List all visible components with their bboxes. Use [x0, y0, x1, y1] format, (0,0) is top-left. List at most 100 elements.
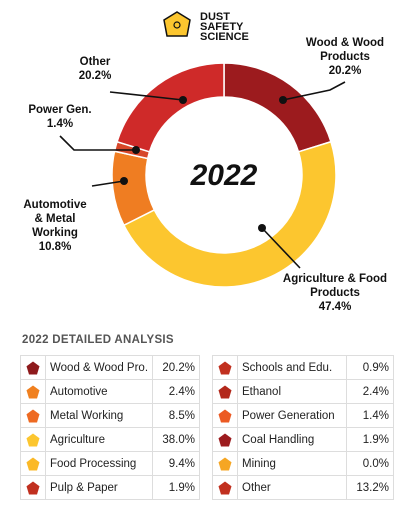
row-name: Ethanol [237, 379, 347, 404]
analysis-table: Schools and Edu. 0.9% Ethanol 2.4% Power Gen… [212, 355, 394, 500]
row-name: Pulp & Paper [45, 475, 153, 500]
category-name: Automotive & Metal Working [23, 199, 87, 239]
row-icon [26, 457, 40, 470]
row-icon [218, 409, 232, 422]
slice-label: Other 20.2% [50, 55, 140, 83]
icon-cell [20, 379, 46, 404]
pentagon [218, 361, 232, 374]
pentagon [26, 385, 40, 398]
leader-line [91, 180, 125, 187]
pentagon [26, 457, 40, 470]
row-icon [218, 457, 232, 470]
analysis-table: Wood & Wood Pro. 20.2% Automotive 2.4% Metal… [20, 355, 200, 500]
row-icon [26, 361, 40, 374]
leader-line [282, 81, 346, 101]
icon-cell [212, 355, 238, 380]
table-row: Food Processing 9.4% [20, 451, 200, 476]
table-row: Metal Working 8.5% [20, 403, 200, 428]
value-label: 47.4% [318, 301, 352, 313]
pentagon [218, 457, 232, 470]
table-row: Power Generation 1.4% [212, 403, 394, 428]
pentagon [218, 433, 232, 446]
row-value: 0.0% [346, 451, 394, 476]
icon-cell [212, 379, 238, 404]
row-icon [218, 361, 232, 374]
icon-cell [20, 427, 46, 452]
row-name: Coal Handling [237, 427, 347, 452]
leader-line [261, 227, 301, 269]
pentagon [26, 409, 40, 422]
leader-dot [179, 96, 187, 104]
table-row: Schools and Edu. 0.9% [212, 355, 394, 380]
row-name: Schools and Edu. [237, 355, 347, 380]
table-row: Ethanol 2.4% [212, 379, 394, 404]
chart: 2022 [59, 11, 346, 288]
logo-line: SAFETY [200, 21, 244, 33]
row-icon [26, 385, 40, 398]
slice-label: Power Gen. 1.4% [15, 103, 105, 131]
slice-label: Wood & Wood Products 20.2% [295, 36, 395, 78]
row-icon [218, 433, 232, 446]
row-value: 20.2% [152, 355, 200, 380]
logo-icon-detail [173, 21, 181, 29]
pentagon [218, 409, 232, 422]
icon-cell [212, 475, 238, 500]
row-icon [218, 385, 232, 398]
row-value: 2.4% [346, 379, 394, 404]
row-value: 38.0% [152, 427, 200, 452]
logo-icon [163, 11, 191, 37]
row-name: Metal Working [45, 403, 153, 428]
row-value: 1.4% [346, 403, 394, 428]
icon-cell [20, 403, 46, 428]
row-icon [26, 409, 40, 422]
row-name: Power Generation [237, 403, 347, 428]
row-name: Food Processing [45, 451, 153, 476]
slice-label: Automotive & Metal Working 10.8% [19, 198, 91, 254]
icon-cell [20, 451, 46, 476]
leader-dot [120, 177, 128, 185]
table-row: Other 13.2% [212, 475, 394, 500]
row-value: 9.4% [152, 451, 200, 476]
icon-cell [20, 475, 46, 500]
leader-line [59, 135, 136, 151]
logo-line: DUST [200, 11, 230, 23]
pentagon [26, 361, 40, 374]
leader-dot [279, 96, 287, 104]
value-label: 20.2% [78, 70, 112, 82]
slice-label: Agriculture & Food Products 47.4% [280, 272, 390, 314]
row-icon [218, 481, 232, 494]
value-label: 1.4% [46, 118, 74, 130]
row-name: Other [237, 475, 347, 500]
table-row: Automotive 2.4% [20, 379, 200, 404]
row-icon [26, 481, 40, 494]
pentagon [218, 481, 232, 494]
leader-dot [132, 146, 140, 154]
leader-line [109, 91, 184, 101]
pentagon [26, 481, 40, 494]
icon-cell [212, 427, 238, 452]
row-icon [26, 433, 40, 446]
center-label: 2022 [190, 159, 258, 192]
row-value: 13.2% [346, 475, 394, 500]
table-row: Pulp & Paper 1.9% [20, 475, 200, 500]
logo-line: SCIENCE [200, 31, 249, 43]
table-body: Wood & Wood Pro. 20.2% Automotive 2.4% Metal… [20, 355, 200, 500]
row-name: Agriculture [45, 427, 153, 452]
table-body: Schools and Edu. 0.9% Ethanol 2.4% Power Gen… [212, 355, 394, 500]
logo: DUST SAFETY SCIENCE [200, 11, 249, 43]
table-row: Wood & Wood Pro. 20.2% [20, 355, 200, 380]
row-value: 8.5% [152, 403, 200, 428]
row-value: 1.9% [346, 427, 394, 452]
value-label: 20.2% [328, 65, 362, 77]
category-name: Power Gen. [28, 104, 92, 116]
table-row: Mining 0.0% [212, 451, 394, 476]
icon-cell [212, 403, 238, 428]
row-name: Wood & Wood Pro. [45, 355, 153, 380]
category-name: Agriculture & Food Products [282, 273, 388, 299]
pentagon [26, 433, 40, 446]
leader-lines [59, 81, 346, 269]
category-name: Other [79, 56, 111, 68]
table-row: Coal Handling 1.9% [212, 427, 394, 452]
icon-cell [212, 451, 238, 476]
